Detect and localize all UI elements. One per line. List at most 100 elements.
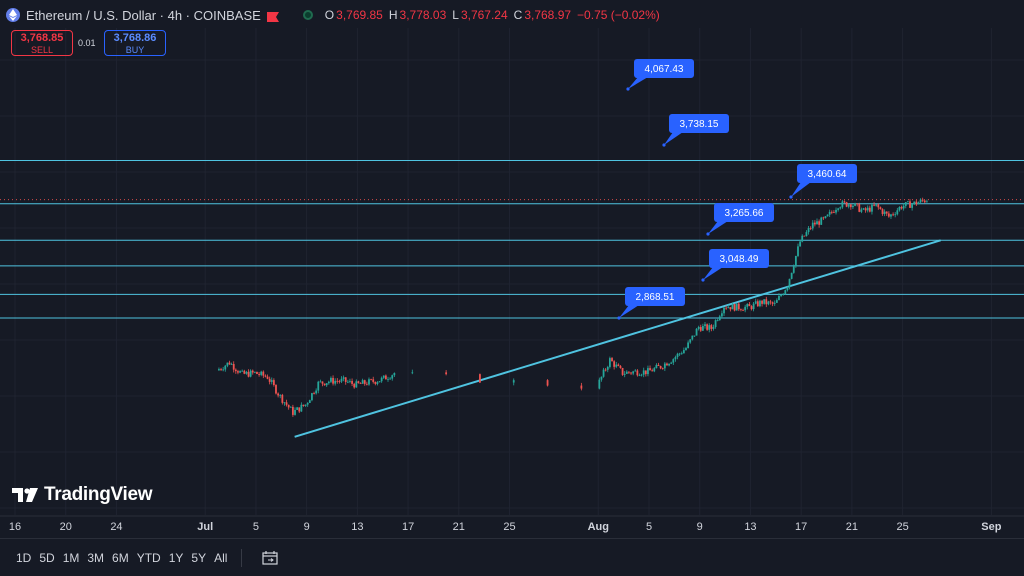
candle-body [687,342,689,349]
buy-button[interactable]: 3,768.86 BUY [104,30,166,56]
candle-body [342,377,345,379]
candle-body [849,204,852,208]
level-label: 3,460.64 [789,164,857,199]
timeframe-1d[interactable]: 1D [16,551,32,565]
label-anchor-dot [617,316,621,320]
sell-price: 3,768.85 [20,32,64,44]
candle-body [676,353,679,358]
candle-body [387,378,389,380]
candle-body [638,375,641,377]
level-label-text: 3,738.15 [680,119,719,130]
candle-body [374,381,377,384]
candle-body [727,307,730,309]
candle-body [682,350,685,354]
candle-body [251,370,254,373]
candle-body [854,203,856,206]
candle-body [809,228,812,229]
candle-body [313,393,315,394]
candle-body [285,402,288,405]
candle-body [718,316,721,321]
candle-body [323,383,326,386]
market-status-icon [302,10,313,20]
tradingview-logo[interactable]: TradingView [12,484,153,506]
label-box [634,59,694,78]
candle-body [243,370,246,374]
candle-body [881,209,884,214]
candle-body [370,379,372,381]
candle-body [843,201,846,203]
level-label: 3,738.15 [662,114,729,147]
candle-body [689,339,692,343]
candle-body [761,300,763,304]
timeframe-5y[interactable]: 5Y [191,551,207,565]
timeframe-1y[interactable]: 1Y [168,551,184,565]
candle-body [820,217,823,225]
timeframe-all[interactable]: All [214,551,228,565]
chart-header: Ethereum / U.S. Dollar · 4h · COINBASE O… [6,4,660,26]
x-tick-label: 9 [304,521,310,533]
candle-body [733,304,736,311]
label-box [669,114,729,133]
candle-body [826,214,829,217]
candle-body [816,221,818,225]
flag-icon[interactable] [266,10,279,22]
label-pointer [628,77,648,89]
timeframe-6m[interactable]: 6M [112,551,129,565]
x-axis: 16 20 24 Jul 5 9 13 17 21 25 Aug 5 9 13 17 21 25 Sep [0,515,1024,533]
candle-body [904,202,907,206]
candle-body [906,201,909,203]
timeframe-5d[interactable]: 5D [39,551,55,565]
candle-body [801,235,804,242]
label-pointer [708,221,728,234]
low-value: 3,767.24 [460,8,508,22]
candle-body [847,204,850,207]
candle-body [359,383,362,384]
timeframe-3m[interactable]: 3M [87,551,105,565]
candle-body [794,255,797,267]
candle-body [644,370,647,375]
candle-body [611,358,613,362]
timeframe-ytd[interactable]: YTD [136,551,161,565]
candle-body [752,303,755,310]
candle-body [619,365,622,368]
candle-body [260,371,263,375]
candle-body [262,371,265,376]
high-label: H [388,8,398,22]
candle-body [708,325,711,330]
sell-button[interactable]: 3,768.85 SELL [11,30,73,56]
x-tick-label: 24 [110,521,122,533]
label-pointer [664,132,683,145]
candle-body [799,241,802,247]
candle-body [357,381,360,384]
x-tick-label: 5 [253,521,259,533]
candle-body [598,379,601,389]
candle-body [750,306,753,310]
candle-body [898,206,901,211]
candle-body [887,213,890,217]
candle-body [376,382,379,384]
candle-body [232,364,235,370]
candle-body [885,211,888,214]
candle-body [691,335,694,340]
label-anchor-dot [701,278,705,282]
candle-body [892,214,894,216]
candle-body [773,302,776,304]
candle-body [852,205,854,208]
candle-body [632,371,635,374]
buy-label: BUY [125,45,145,55]
go-to-date-icon[interactable] [262,551,279,565]
candle-body [879,207,882,210]
candle-body [909,201,911,208]
candle-body [649,368,651,371]
candle-body [625,371,628,374]
timeframe-1m[interactable]: 1M [62,551,80,565]
x-tick-label: Sep [981,521,1001,533]
symbol-title[interactable]: Ethereum / U.S. Dollar · 4h · COINBASE [26,7,261,23]
candle-body [368,379,370,385]
candle-body [803,235,806,237]
horizontal-levels [0,159,1024,319]
candle-body [332,377,334,384]
candle-body [714,320,717,327]
